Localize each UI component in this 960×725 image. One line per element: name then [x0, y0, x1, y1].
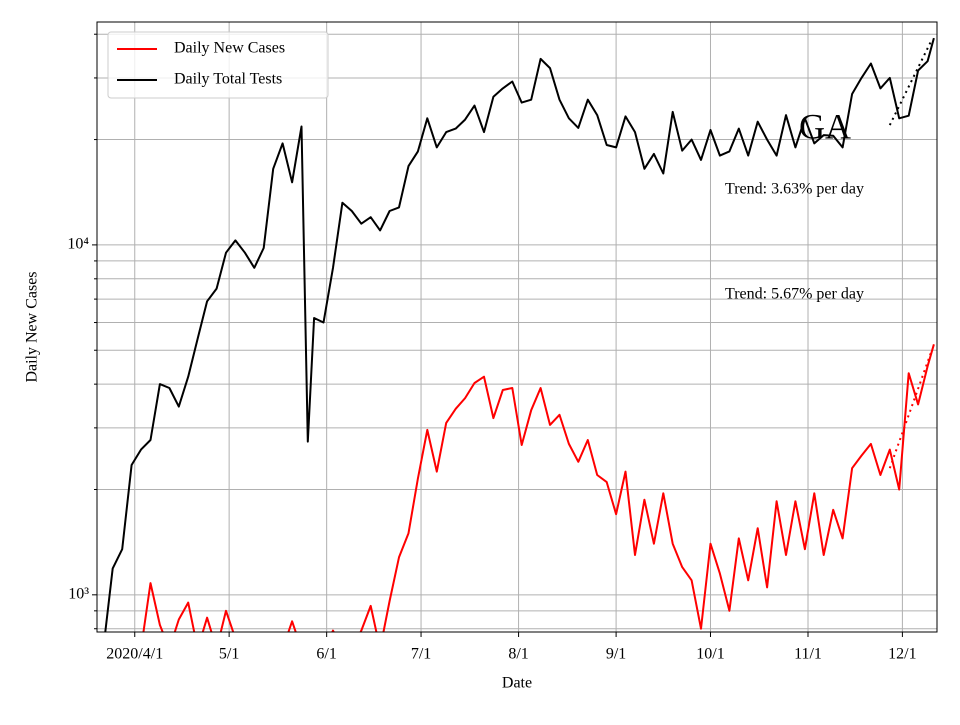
state-annotation: GA	[799, 106, 851, 146]
x-tick-label: 2020/4/1	[106, 646, 163, 663]
x-tick-label: 8/1	[508, 646, 528, 663]
x-tick-label: 7/1	[411, 646, 431, 663]
x-tick-label: 5/1	[219, 646, 239, 663]
x-axis-label: Date	[502, 675, 532, 692]
plot-frame	[96, 21, 938, 633]
x-tick-label: 9/1	[606, 646, 626, 663]
legend-label: Daily Total Tests	[174, 71, 282, 88]
x-tick-label: 11/1	[794, 646, 822, 663]
data-line	[104, 37, 935, 632]
data-line	[142, 344, 935, 632]
x-tick-label: 6/1	[316, 646, 336, 663]
trend-label: Trend: 3.63% per day	[725, 181, 864, 198]
trend-line	[888, 352, 932, 469]
legend: Daily New Cases Daily Total Tests	[107, 31, 329, 99]
y-tick-label: 10³	[68, 585, 89, 602]
y-tick-label: 10⁴	[67, 236, 89, 253]
x-tick-label: 10/1	[696, 646, 724, 663]
plot-lines	[104, 37, 935, 632]
legend-label: Daily New Cases	[174, 40, 285, 57]
legend-box	[107, 31, 329, 99]
y-axis-label: Daily New Cases	[24, 271, 41, 382]
x-tick-label: 12/1	[888, 646, 916, 663]
trend-label: Trend: 5.67% per day	[725, 286, 864, 303]
